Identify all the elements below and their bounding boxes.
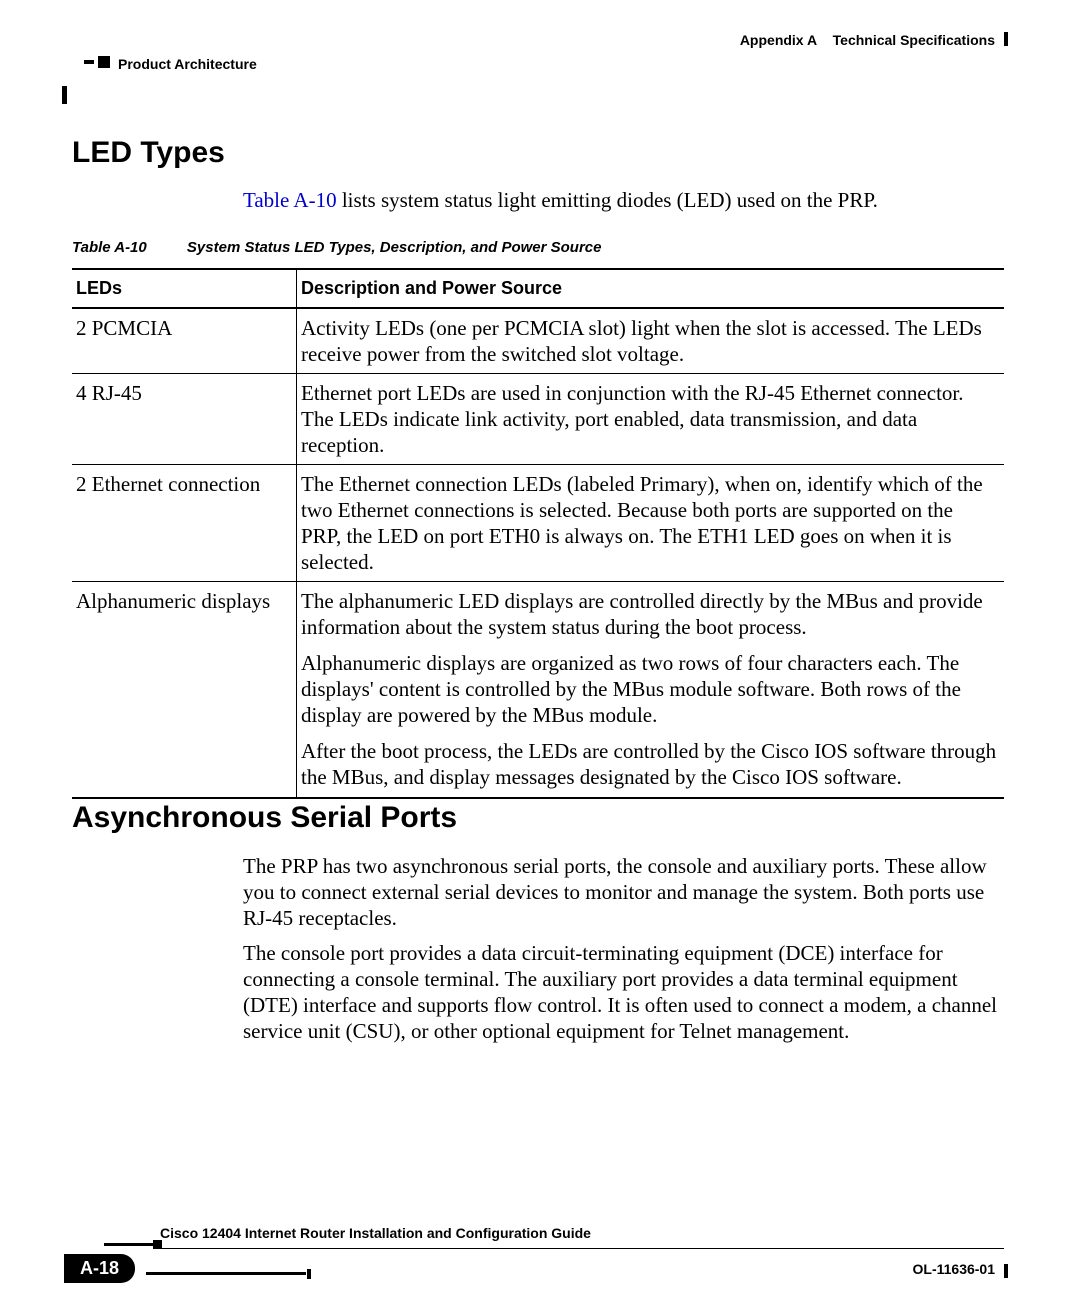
table-number: Table A-10 (72, 239, 147, 256)
table-row: 2 Ethernet connection The Ethernet conne… (72, 465, 1004, 582)
table-cell-leds: Alphanumeric displays (72, 582, 296, 796)
running-header-right: Appendix A Technical Specifications (740, 32, 995, 48)
table-title: System Status LED Types, Description, an… (187, 239, 602, 256)
running-header-left: Product Architecture (118, 56, 257, 72)
table-cell-para: The alphanumeric LED displays are contro… (301, 588, 998, 640)
table-cell-description: The alphanumeric LED displays are contro… (296, 582, 1004, 796)
table-cell-leds: 2 Ethernet connection (72, 465, 296, 581)
table-row: 4 RJ-45 Ethernet port LEDs are used in c… (72, 374, 1004, 465)
table-cell-description: Ethernet port LEDs are used in conjuncti… (296, 374, 1004, 464)
table-cell-leds: 4 RJ-45 (72, 374, 296, 464)
body-paragraph: The PRP has two asynchronous serial port… (243, 853, 1003, 931)
appendix-label: Appendix A (740, 32, 817, 48)
page-number: A-18 (64, 1254, 135, 1283)
table-cell-description: Activity LEDs (one per PCMCIA slot) ligh… (296, 309, 1004, 373)
intro-rest: lists system status light emitting diode… (337, 188, 878, 212)
page-number-bar-icon (146, 1272, 306, 1275)
table-header-description: Description and Power Source (296, 270, 1004, 307)
header-left-marker-icon (98, 56, 110, 68)
footer-rule-icon (160, 1248, 1004, 1249)
table-cell-leds: 2 PCMCIA (72, 309, 296, 373)
table-cell-para: Alphanumeric displays are organized as t… (301, 650, 998, 728)
header-right-bar-icon (1004, 32, 1008, 46)
table-cell-para: After the boot process, the LEDs are con… (301, 738, 998, 790)
change-bar-icon (62, 86, 67, 104)
footer-doc-id: OL-11636-01 (913, 1261, 996, 1277)
table-row: 2 PCMCIA Activity LEDs (one per PCMCIA s… (72, 309, 1004, 374)
intro-paragraph: Table A-10 lists system status light emi… (243, 188, 878, 213)
table-cell-description: The Ethernet connection LEDs (labeled Pr… (296, 465, 1004, 581)
table-header-row: LEDs Description and Power Source (72, 270, 1004, 309)
appendix-title: Technical Specifications (833, 32, 995, 48)
table-caption: Table A-10 System Status LED Types, Desc… (72, 239, 601, 256)
table-row: Alphanumeric displays The alphanumeric L… (72, 582, 1004, 796)
footer-guide-title: Cisco 12404 Internet Router Installation… (160, 1225, 591, 1241)
section-heading-led-types: LED Types (72, 136, 225, 170)
table-header-leds: LEDs (72, 270, 296, 307)
section-heading-async-ports: Asynchronous Serial Ports (72, 801, 457, 835)
footer-right-bar-icon (1004, 1264, 1008, 1278)
table-cross-ref-link[interactable]: Table A-10 (243, 188, 337, 212)
led-types-table: LEDs Description and Power Source 2 PCMC… (72, 268, 1004, 799)
footer-marker-icon (104, 1243, 154, 1246)
body-paragraph: The console port provides a data circuit… (243, 940, 1003, 1044)
